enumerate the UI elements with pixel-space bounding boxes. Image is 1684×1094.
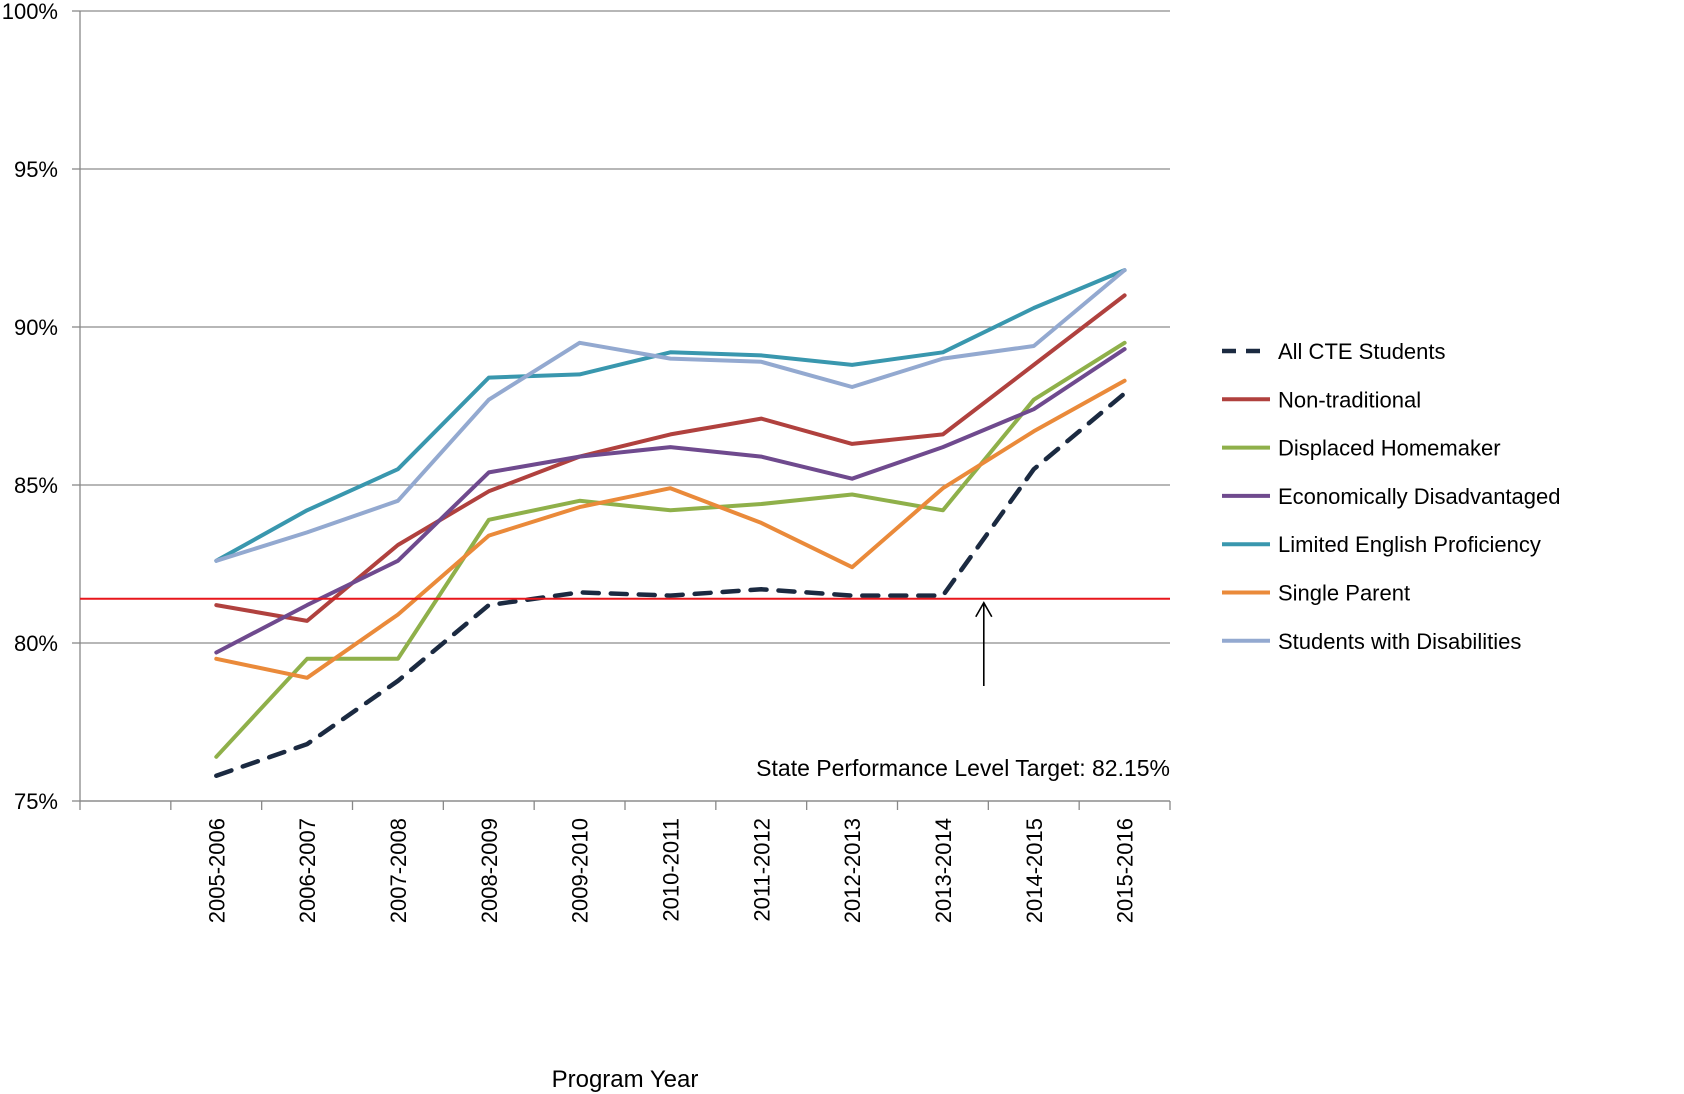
- target-annotation: State Performance Level Target: 82.15%: [756, 755, 1170, 781]
- annotation-arrowhead: [975, 601, 993, 618]
- series-line: [214, 378, 1127, 680]
- series-line: [214, 293, 1127, 623]
- legend-label: Students with Disabilities: [1278, 629, 1521, 654]
- legend-label: Limited English Proficiency: [1278, 532, 1541, 557]
- y-tick-label: 80%: [14, 631, 58, 656]
- y-tick-label: 90%: [14, 315, 58, 340]
- legend-label: Non-traditional: [1278, 387, 1421, 412]
- legend-label: Economically Disadvantaged: [1278, 484, 1561, 509]
- series-line: [214, 268, 1127, 563]
- series-lines: [214, 268, 1127, 778]
- x-tick-label: 2009-2010: [568, 818, 593, 923]
- axes: [72, 10, 1171, 810]
- y-tick-label: 100%: [2, 0, 58, 24]
- x-tick-label: 2007-2008: [386, 818, 411, 923]
- legend-label: All CTE Students: [1278, 339, 1446, 364]
- x-tick-label: 2008-2009: [477, 818, 502, 923]
- gridlines: [80, 10, 1170, 802]
- reference-line-group: [80, 597, 1170, 686]
- x-tick-label: 2015-2016: [1113, 818, 1138, 923]
- x-axis-tick-labels: 2005-2006 2006-2007 2007-2008 2008-2009 2009…: [204, 818, 1137, 923]
- x-tick-label: 2010-2011: [658, 818, 683, 922]
- legend-label: Single Parent: [1278, 581, 1410, 606]
- x-tick-label: 2011-2012: [749, 818, 774, 922]
- y-axis-tick-labels: 75% 80% 85% 90% 95% 100%: [2, 0, 58, 814]
- x-axis-label: Program Year: [552, 1066, 699, 1093]
- legend-label: Displaced Homemaker: [1278, 436, 1501, 461]
- series-line: [214, 347, 1127, 655]
- series-line: [214, 268, 1127, 563]
- y-tick-label: 95%: [14, 157, 58, 182]
- legend: All CTE Students Non-traditional Displaced…: [1222, 339, 1561, 654]
- y-tick-label: 85%: [14, 473, 58, 498]
- x-tick-label: 2012-2013: [840, 818, 865, 923]
- x-tick-label: 2006-2007: [295, 818, 320, 923]
- series-line: [214, 391, 1127, 778]
- y-tick-label: 75%: [14, 789, 58, 814]
- x-tick-label: 2013-2014: [931, 818, 956, 923]
- x-tick-label: 2005-2006: [204, 818, 229, 923]
- series-line: [214, 340, 1127, 759]
- x-tick-label: 2014-2015: [1022, 818, 1047, 923]
